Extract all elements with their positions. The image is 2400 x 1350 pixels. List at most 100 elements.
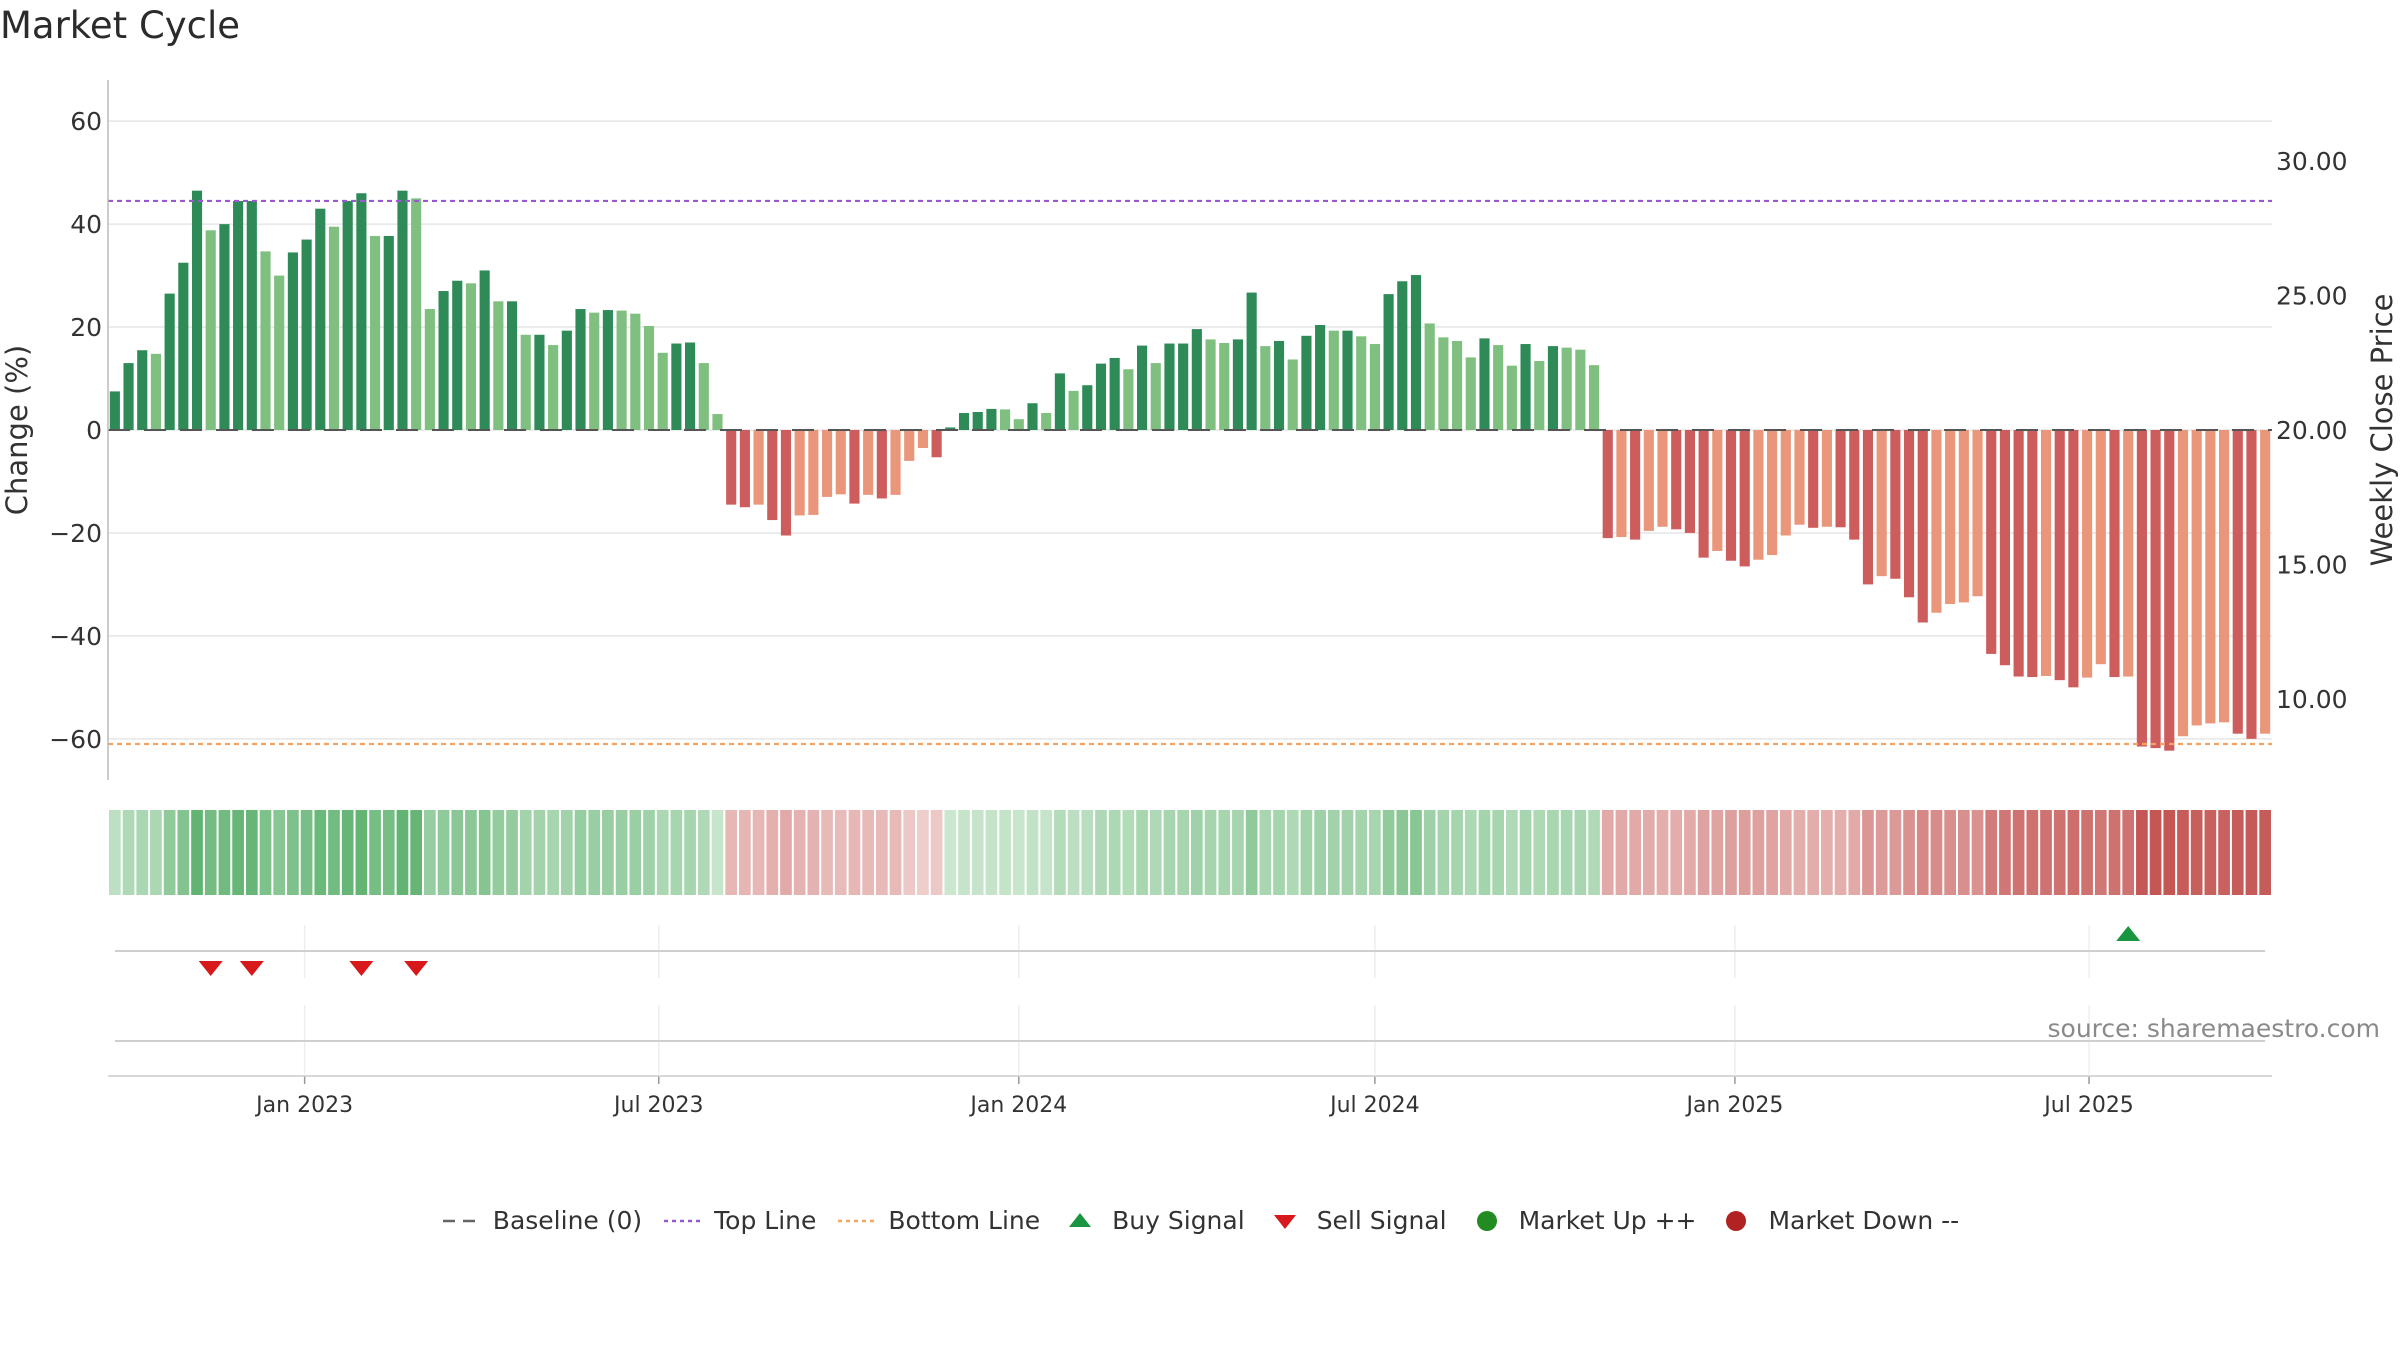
bar bbox=[1260, 346, 1271, 430]
heat-cell bbox=[2149, 810, 2162, 895]
heat-cell bbox=[382, 810, 395, 895]
heat-strip bbox=[109, 810, 2271, 895]
bar bbox=[2164, 430, 2175, 751]
heat-cell bbox=[1697, 810, 1710, 895]
bar bbox=[1095, 363, 1107, 430]
heat-cell bbox=[1985, 810, 1998, 895]
heat-cell bbox=[355, 810, 368, 895]
y2-tick-label: 25.00 bbox=[2276, 281, 2348, 310]
bar bbox=[589, 312, 600, 430]
dotted-line-icon bbox=[664, 1219, 701, 1222]
bar bbox=[1328, 330, 1339, 430]
bar bbox=[1041, 413, 1052, 430]
heat-cell bbox=[245, 810, 258, 895]
y-tick-label: 60 bbox=[70, 107, 102, 136]
bar bbox=[1383, 294, 1394, 430]
heat-cell bbox=[1519, 810, 1532, 895]
bar bbox=[2246, 430, 2257, 739]
heat-cell bbox=[451, 810, 464, 895]
bar bbox=[287, 252, 298, 430]
y-tick-label: −40 bbox=[49, 622, 102, 651]
bar bbox=[301, 239, 312, 430]
bar bbox=[739, 430, 750, 508]
heat-cell bbox=[1889, 810, 1902, 895]
y-tick-label: 20 bbox=[70, 313, 102, 342]
heat-cell bbox=[2136, 810, 2148, 895]
bar bbox=[465, 283, 477, 430]
bar bbox=[794, 430, 805, 516]
heat-cell bbox=[1259, 810, 1272, 895]
bar bbox=[808, 430, 819, 515]
bar bbox=[548, 345, 559, 430]
heat-cell bbox=[560, 810, 573, 895]
heat-cell bbox=[1410, 810, 1422, 895]
heat-cell bbox=[1766, 810, 1778, 895]
bar bbox=[575, 309, 586, 430]
heat-cell bbox=[1588, 810, 1600, 895]
sell-signal-marker bbox=[349, 961, 374, 976]
heat-cell bbox=[848, 810, 861, 895]
legend-label: Market Up ++ bbox=[1518, 1206, 1697, 1235]
heat-cell bbox=[492, 810, 505, 895]
heat-cell bbox=[1040, 810, 1053, 895]
heat-cell bbox=[287, 810, 299, 895]
heat-cell bbox=[259, 810, 272, 895]
heat-cell bbox=[1177, 810, 1189, 895]
bar bbox=[1602, 430, 1613, 539]
date-axis: Jan 2023 Jul 2023 Jan 2024 Jul 2024 Jan 2025… bbox=[108, 1075, 2272, 1118]
bar bbox=[2260, 430, 2271, 734]
heat-cell bbox=[1793, 810, 1806, 895]
heat-cell bbox=[478, 810, 491, 895]
bar bbox=[479, 270, 490, 430]
bar bbox=[2068, 430, 2079, 688]
signal-panel bbox=[115, 925, 2265, 1074]
heat-cell bbox=[643, 810, 655, 895]
heat-cell bbox=[821, 810, 833, 895]
bar bbox=[534, 334, 545, 430]
heat-cell bbox=[109, 810, 121, 895]
heat-cell bbox=[875, 810, 888, 895]
bar bbox=[780, 430, 792, 536]
bar bbox=[1808, 430, 1819, 528]
bar bbox=[1369, 344, 1380, 430]
heat-cell bbox=[1204, 810, 1217, 895]
heat-cell bbox=[1451, 810, 1463, 895]
bar bbox=[2219, 430, 2230, 723]
heat-cell bbox=[752, 810, 765, 895]
heat-cell bbox=[1067, 810, 1080, 895]
bar bbox=[1862, 430, 1874, 585]
bar bbox=[849, 430, 860, 504]
heat-cell bbox=[1492, 810, 1505, 895]
heat-cell bbox=[1396, 810, 1409, 895]
bar bbox=[1821, 430, 1832, 527]
heat-cell bbox=[1999, 810, 2011, 895]
heat-cell bbox=[1547, 810, 1559, 895]
heat-cell bbox=[917, 810, 929, 895]
bar bbox=[1986, 430, 1997, 654]
heat-cell bbox=[1095, 810, 1107, 895]
heat-cell bbox=[1684, 810, 1696, 895]
y-tick-label: −60 bbox=[49, 725, 102, 754]
legend-label: Baseline (0) bbox=[492, 1206, 643, 1235]
heat-cell bbox=[793, 810, 806, 895]
bar bbox=[1547, 346, 1559, 430]
heat-cell bbox=[547, 810, 559, 895]
heat-cell bbox=[1136, 810, 1148, 895]
heat-cell bbox=[1834, 810, 1847, 895]
bar bbox=[1191, 329, 1202, 430]
bar bbox=[931, 430, 942, 458]
heat-cell bbox=[1341, 810, 1354, 895]
legend-label: Sell Signal bbox=[1316, 1206, 1447, 1235]
bar bbox=[2232, 430, 2243, 734]
heat-cell bbox=[2204, 810, 2217, 895]
bar bbox=[370, 235, 381, 430]
heat-cell bbox=[204, 810, 217, 895]
heat-cell bbox=[122, 810, 135, 895]
x-tick-label: Jan 2023 bbox=[254, 1093, 353, 1118]
heat-cell bbox=[506, 810, 518, 895]
bar bbox=[219, 224, 230, 430]
bar bbox=[2095, 430, 2106, 665]
heat-cell bbox=[1656, 810, 1669, 895]
bar bbox=[767, 430, 778, 521]
